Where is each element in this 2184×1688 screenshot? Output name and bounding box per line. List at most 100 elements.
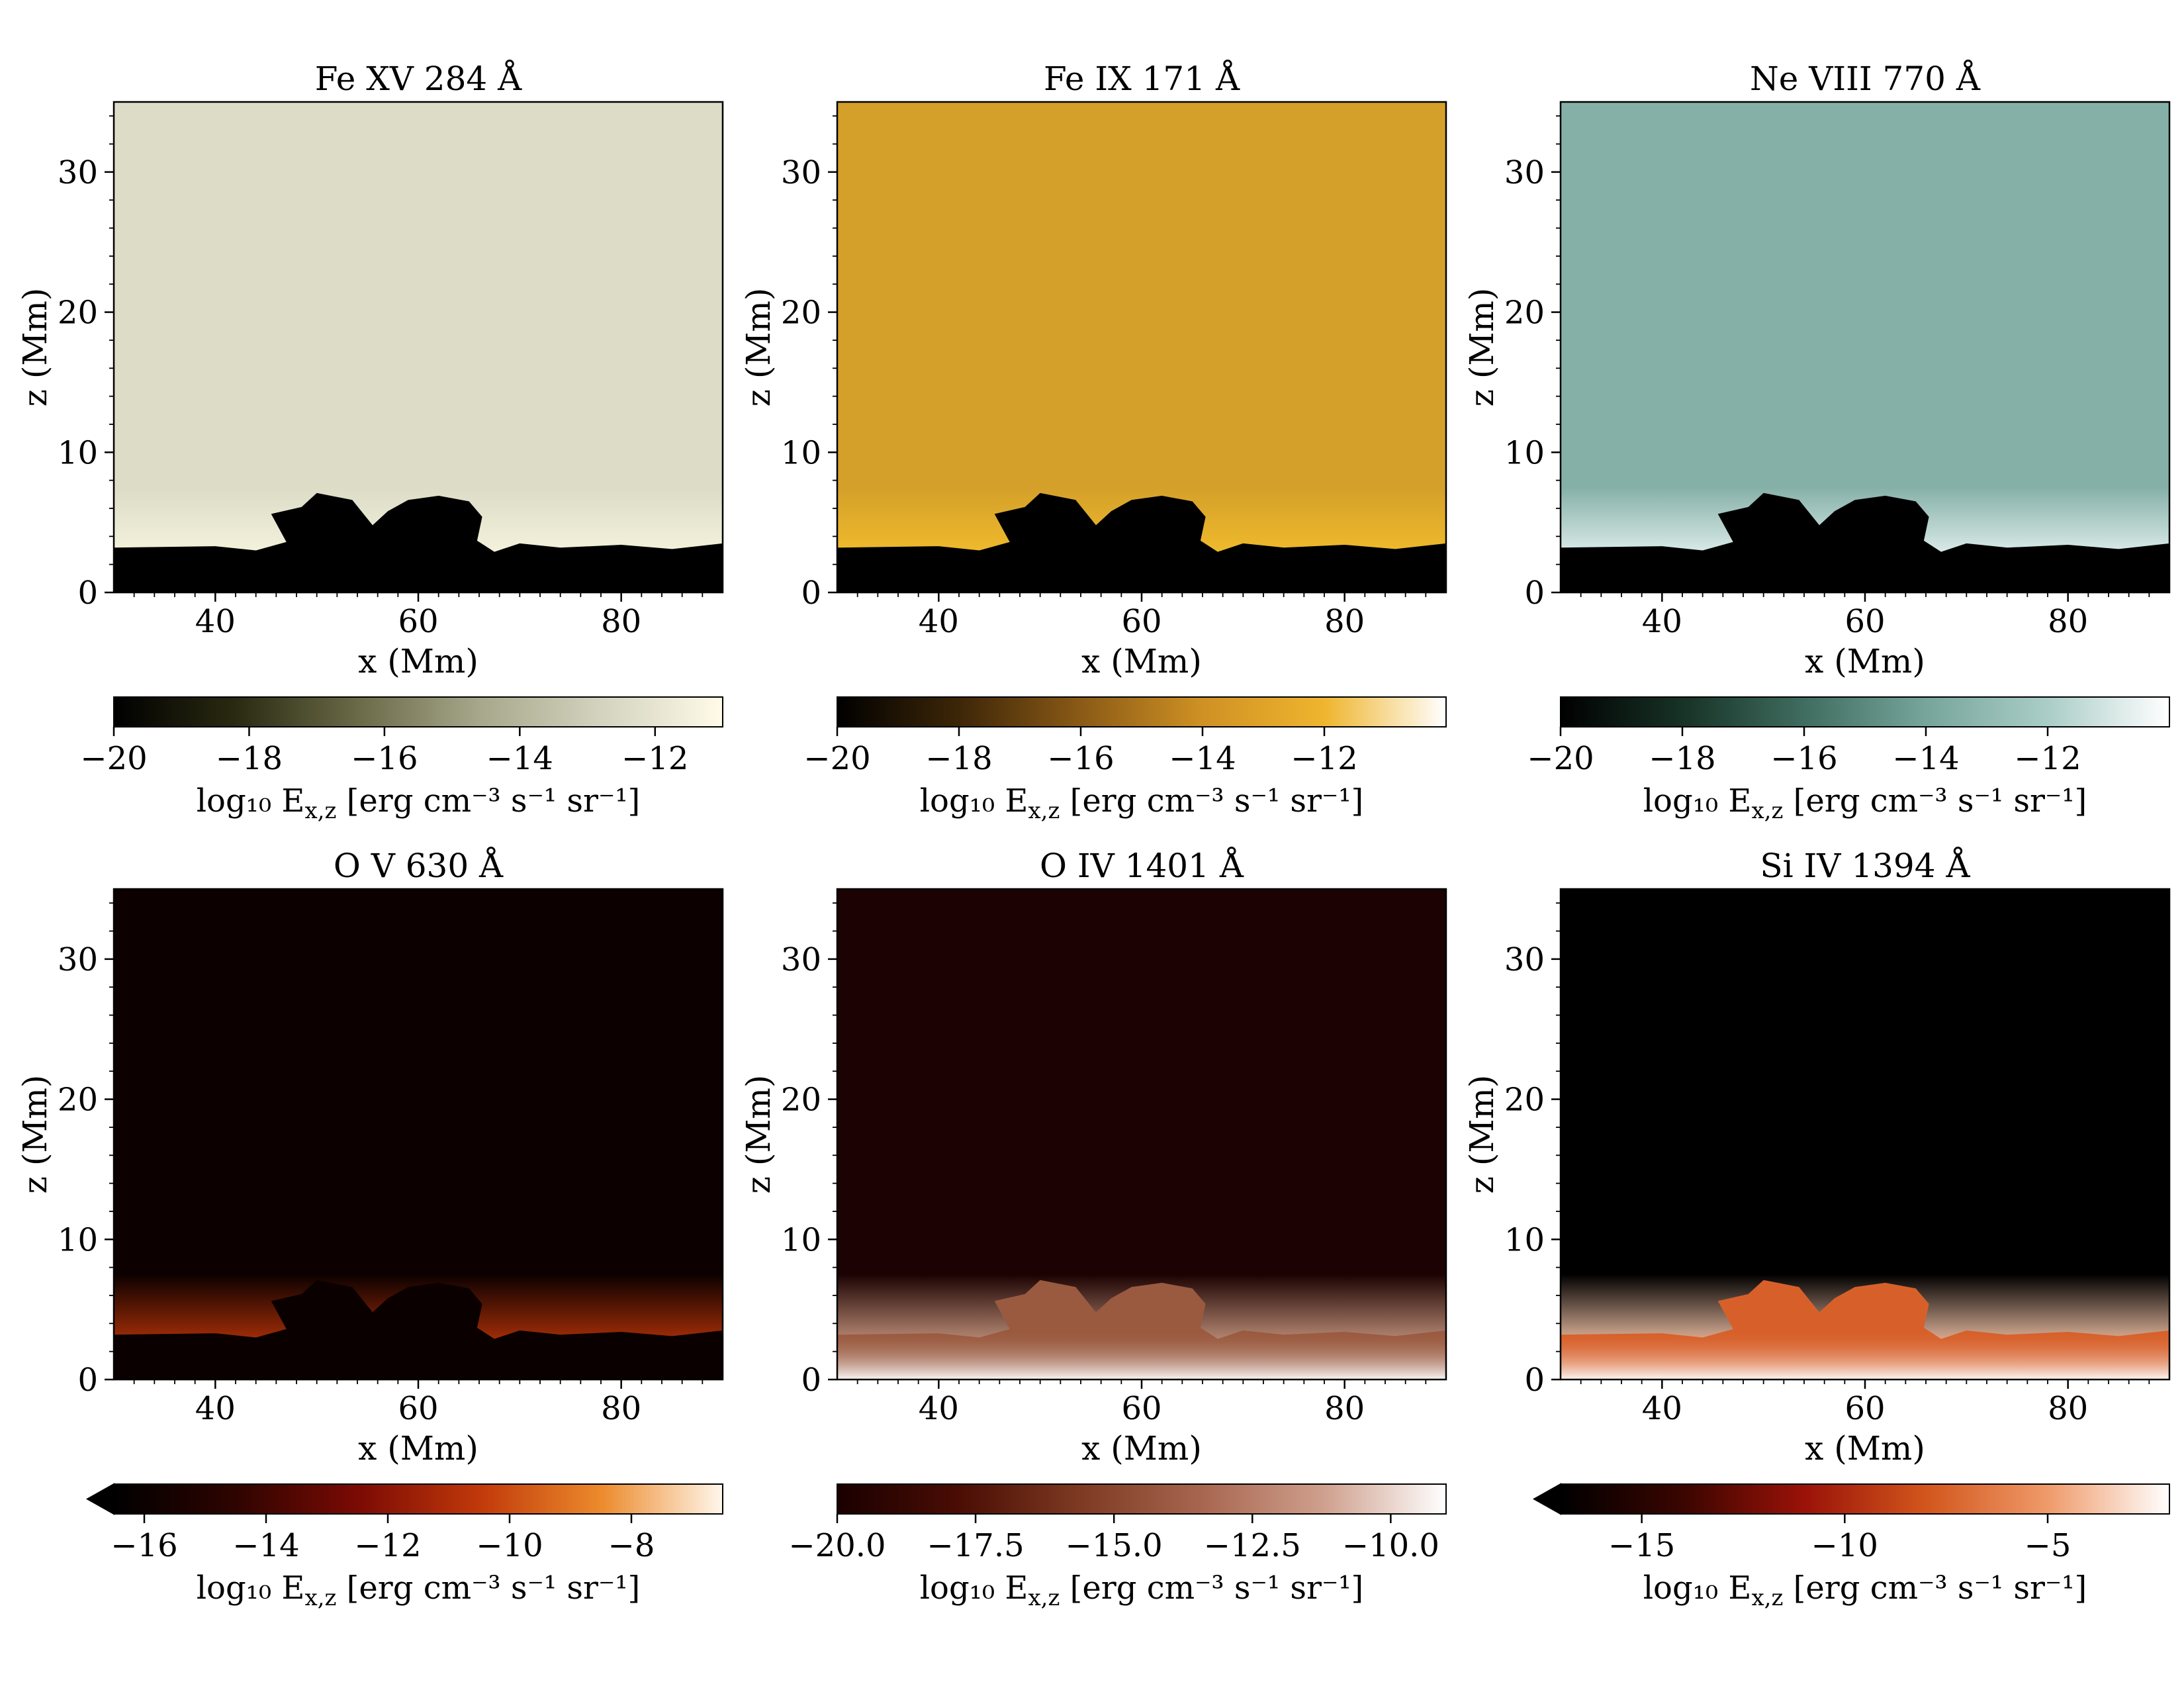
x-tick-label: 40 [1642, 1390, 1682, 1427]
colorbar-gradient [837, 1483, 1447, 1515]
colorbar-label-units: [erg cm⁻³ s⁻¹ sr⁻¹] [1060, 1570, 1363, 1607]
colorbar-tick-label: −16 [111, 1527, 177, 1564]
panel-5: 40 60 80 0 10 20 30 O IV 1401 Å x (Mm) z (Mm) −20.… [739, 846, 1447, 1611]
colorbar: −15 −10 −5 log₁₀ Ex,z [erg cm⁻³ s⁻¹ sr⁻¹] [1532, 1483, 2170, 1611]
colorbar-tick-label: −16 [351, 740, 418, 777]
colorbar-tick-label: −18 [216, 740, 283, 777]
colorbar-tick-label: −14 [486, 740, 553, 777]
y-tick-label: 30 [1504, 154, 1545, 191]
x-tick-label: 40 [919, 1390, 959, 1427]
colorbar-label-subscript: x,z [304, 1585, 336, 1611]
colorbar-label-main: log₁₀ E [1643, 1570, 1752, 1607]
colorbar-label-main: log₁₀ E [197, 782, 305, 820]
y-tick-label: 0 [77, 1362, 98, 1399]
x-tick-label: 60 [398, 1390, 438, 1427]
colorbar-label: log₁₀ Ex,z [erg cm⁻³ s⁻¹ sr⁻¹] [920, 1570, 1364, 1611]
y-tick-label: 0 [1524, 575, 1545, 612]
x-axis-label: x (Mm) [1805, 1429, 1925, 1468]
colorbar-label-main: log₁₀ E [1643, 782, 1752, 820]
x-tick-label: 80 [1324, 603, 1365, 640]
y-tick-label: 0 [801, 575, 821, 612]
colorbar-tick-label: −20 [1527, 740, 1594, 777]
colorbar-label: log₁₀ Ex,z [erg cm⁻³ s⁻¹ sr⁻¹] [197, 1570, 641, 1611]
x-axis-label: x (Mm) [358, 642, 478, 680]
colorbar-extend-min [85, 1483, 114, 1515]
dense-region [114, 1280, 723, 1380]
colorbar-tick-label: −18 [925, 740, 992, 777]
colorbar-label-units: [erg cm⁻³ s⁻¹ sr⁻¹] [336, 782, 640, 820]
colorbar-label-main: log₁₀ E [920, 782, 1028, 820]
panel-title: O IV 1401 Å [1040, 846, 1244, 885]
colorbar-tick-label: −14 [232, 1527, 299, 1564]
x-axis-label: x (Mm) [1081, 642, 1202, 680]
panel-title: Fe IX 171 Å [1044, 59, 1240, 98]
y-tick-label: 0 [1524, 1362, 1545, 1399]
y-tick-label: 10 [1504, 434, 1545, 471]
dense-region [1561, 492, 2169, 592]
panel-title: Si IV 1394 Å [1760, 846, 1970, 885]
dense-region [114, 492, 723, 592]
bright-footpoint-layer [1561, 1330, 2169, 1380]
colorbar-label-subscript: x,z [1028, 798, 1060, 824]
colorbar: −16 −14 −12 −10 −8 log₁₀ Ex,z [erg cm⁻³ s⁻¹ s… [85, 1483, 723, 1611]
colorbar-tick-label: −12 [1291, 740, 1357, 777]
colorbar-label-units: [erg cm⁻³ s⁻¹ sr⁻¹] [1783, 1570, 2087, 1607]
colorbar-label-main: log₁₀ E [197, 1570, 305, 1607]
colorbar-label: log₁₀ Ex,z [erg cm⁻³ s⁻¹ sr⁻¹] [1643, 1570, 2087, 1611]
colorbar-label-main: log₁₀ E [920, 1570, 1028, 1607]
emission-map [837, 889, 1446, 1380]
y-tick-label: 20 [1504, 295, 1545, 332]
bright-footpoint-layer [837, 1330, 1446, 1380]
emission-map [114, 102, 723, 592]
colorbar: −20 −18 −16 −14 −12 log₁₀ Ex,z [erg cm⁻³ s⁻¹ … [80, 696, 723, 824]
colorbar-tick-label: −20.0 [788, 1527, 886, 1564]
y-axis-label: z (Mm) [16, 288, 54, 407]
y-tick-label: 10 [58, 1221, 98, 1258]
colorbar-tick-label: −20 [803, 740, 870, 777]
y-tick-label: 0 [801, 1362, 821, 1399]
colorbar-tick-label: −16 [1770, 740, 1837, 777]
colorbar-gradient [1560, 1483, 2170, 1515]
colorbar-label-units: [erg cm⁻³ s⁻¹ sr⁻¹] [336, 1570, 640, 1607]
y-axis-label: z (Mm) [1463, 288, 1501, 407]
colorbar-tick-label: −5 [2025, 1527, 2071, 1564]
colorbar-tick-label: −14 [1169, 740, 1236, 777]
y-axis-label: z (Mm) [1463, 1075, 1501, 1194]
x-tick-label: 80 [2048, 603, 2088, 640]
colorbar: −20 −18 −16 −14 −12 log₁₀ Ex,z [erg cm⁻³ s⁻¹ … [1527, 696, 2170, 824]
colorbar-label-subscript: x,z [1028, 1585, 1060, 1611]
colorbar-label: log₁₀ Ex,z [erg cm⁻³ s⁻¹ sr⁻¹] [197, 782, 641, 824]
y-tick-label: 20 [1504, 1082, 1545, 1119]
colorbar-tick-label: −15.0 [1066, 1527, 1163, 1564]
emission-map [114, 889, 723, 1380]
panel-title: O V 630 Å [334, 846, 504, 885]
colorbar: −20.0 −17.5 −15.0 −12.5 −10.0 log₁₀ Ex,z [erg… [788, 1483, 1447, 1611]
x-tick-label: 80 [601, 1390, 641, 1427]
x-tick-label: 60 [1844, 1390, 1885, 1427]
panel-3: 40 60 80 0 10 20 30 Ne VIII 770 Å x (Mm) z (Mm) −2… [1463, 59, 2171, 824]
y-tick-label: 30 [781, 941, 821, 978]
colorbar-tick-label: −14 [1892, 740, 1959, 777]
colorbar-tick-label: −10 [476, 1527, 543, 1564]
x-tick-label: 60 [1121, 1390, 1161, 1427]
y-tick-label: 30 [58, 154, 98, 191]
panel-title: Fe XV 284 Å [315, 59, 522, 98]
colorbar: −20 −18 −16 −14 −12 log₁₀ Ex,z [erg cm⁻³ s⁻¹ … [803, 696, 1447, 824]
emission-map [837, 102, 1446, 592]
colorbar-tick-label: −10.0 [1342, 1527, 1439, 1564]
colorbar-gradient [1560, 696, 2170, 727]
x-axis-label: x (Mm) [1805, 642, 1925, 680]
colorbar-tick-label: −10 [1811, 1527, 1878, 1564]
panel-6: 40 60 80 0 10 20 30 Si IV 1394 Å x (Mm) z (Mm) −15… [1463, 846, 2171, 1611]
colorbar-tick-label: −18 [1649, 740, 1715, 777]
y-axis-label: z (Mm) [739, 1075, 778, 1194]
panel-title: Ne VIII 770 Å [1750, 59, 1981, 98]
colorbar-label-subscript: x,z [304, 798, 336, 824]
x-tick-label: 80 [601, 603, 641, 640]
y-tick-label: 0 [77, 575, 98, 612]
x-tick-label: 40 [195, 603, 236, 640]
y-tick-label: 30 [58, 941, 98, 978]
colorbar-label-subscript: x,z [1751, 1585, 1783, 1611]
